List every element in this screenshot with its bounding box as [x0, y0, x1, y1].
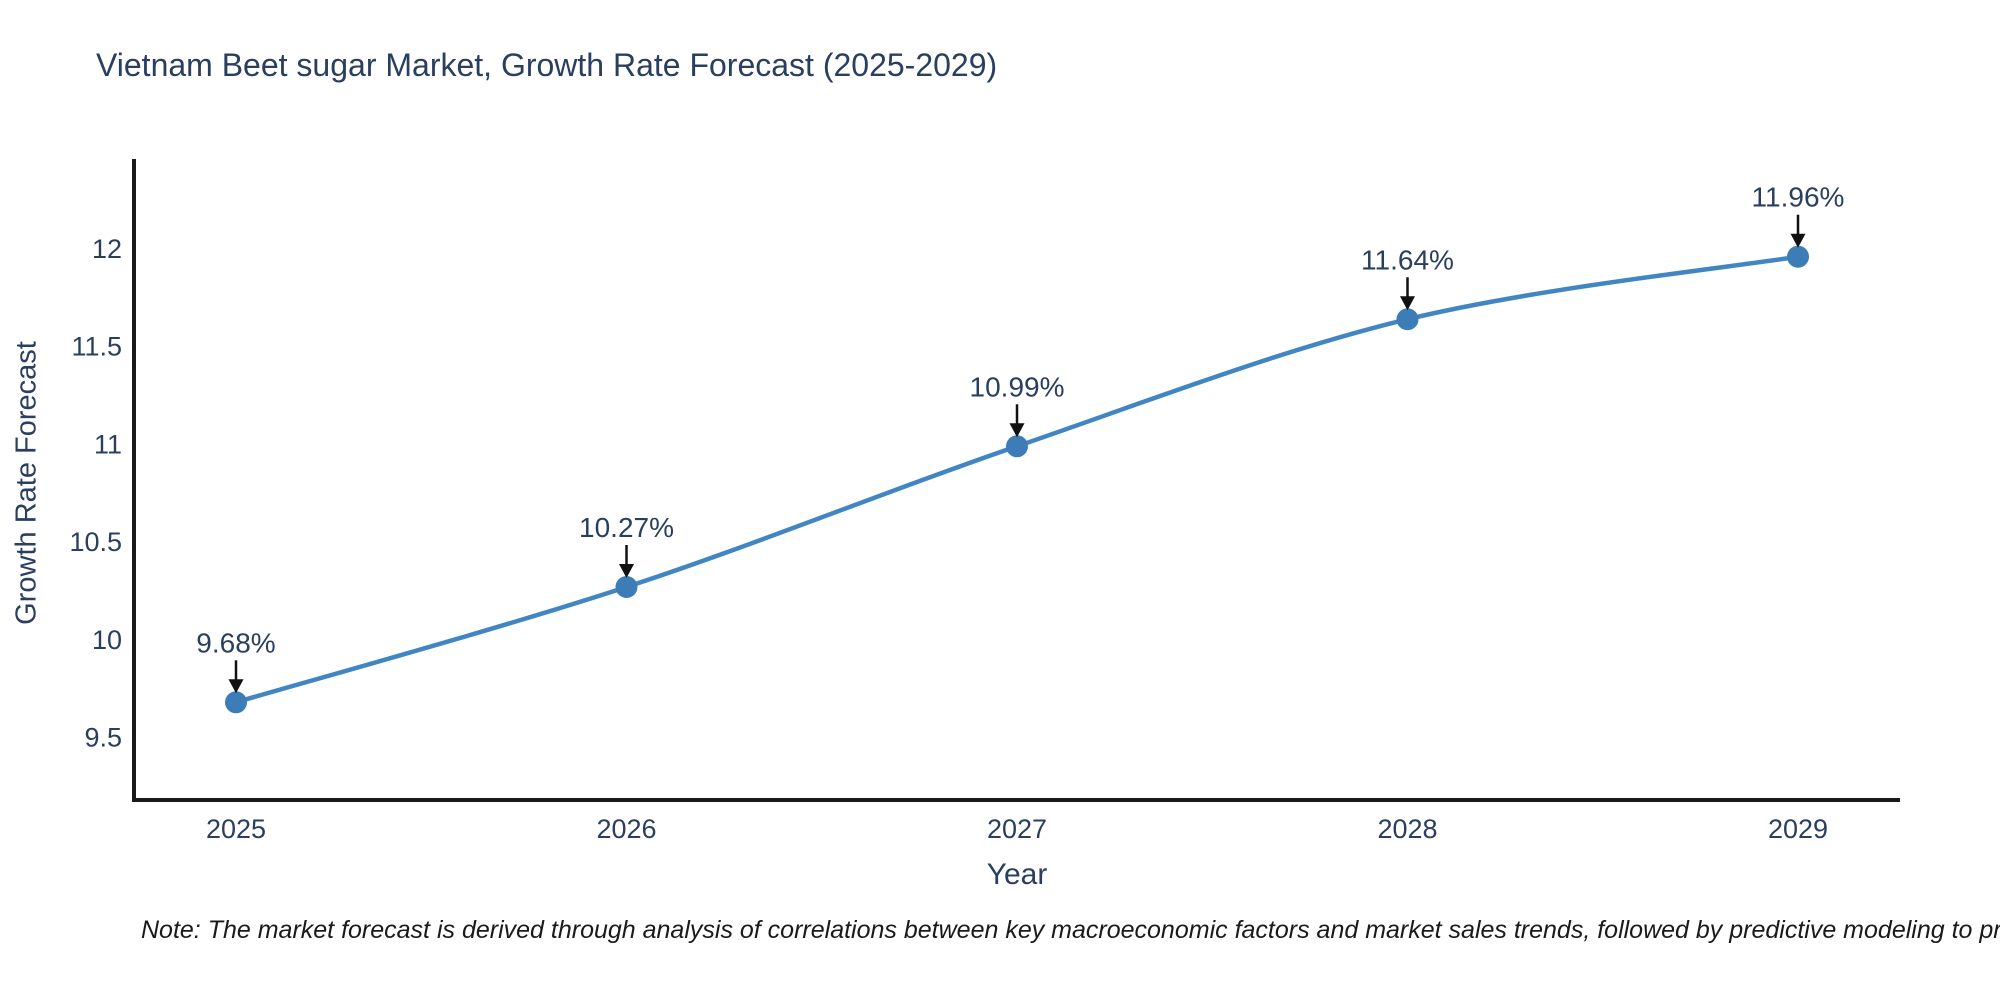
axis-lines: [132, 159, 1900, 802]
data-point[interactable]: [225, 691, 247, 714]
annotation-arrowhead: [619, 563, 634, 578]
y-tick-label: 11: [94, 429, 122, 459]
annotation-arrowhead: [1400, 296, 1415, 311]
chart-title: Vietnam Beet sugar Market, Growth Rate F…: [96, 47, 998, 83]
annotation-label: 11.64%: [1361, 244, 1454, 275]
annotation-arrowhead: [228, 679, 244, 694]
data-point[interactable]: [1787, 245, 1809, 268]
data-point[interactable]: [615, 575, 638, 598]
y-tick-label: 11.5: [71, 332, 122, 362]
x-tick-label: 2025: [206, 814, 266, 844]
x-tick-label: 2026: [596, 814, 656, 844]
annotation-label: 11.96%: [1752, 182, 1845, 213]
x-tick-label: 2029: [1768, 814, 1828, 844]
annotation-label: 10.99%: [970, 371, 1065, 402]
footnote: Note: The market forecast is derived thr…: [141, 916, 2000, 944]
y-tick-label: 12: [92, 234, 122, 264]
annotation-label: 10.27%: [579, 512, 674, 543]
x-axis-title: Year: [986, 858, 1048, 891]
annotation-label: 9.68%: [196, 627, 275, 658]
y-tick-label: 10: [92, 625, 122, 655]
y-tick-label: 10.5: [69, 527, 122, 557]
series-line: [235, 254, 1799, 705]
y-tick-label: 9.5: [84, 722, 122, 752]
x-tick-label: 2027: [987, 814, 1047, 844]
annotation-arrowhead: [1790, 233, 1806, 248]
annotation-arrowhead: [1009, 423, 1025, 438]
data-point[interactable]: [1006, 435, 1028, 458]
data-point[interactable]: [1396, 308, 1419, 331]
x-tick-label: 2028: [1377, 814, 1437, 844]
